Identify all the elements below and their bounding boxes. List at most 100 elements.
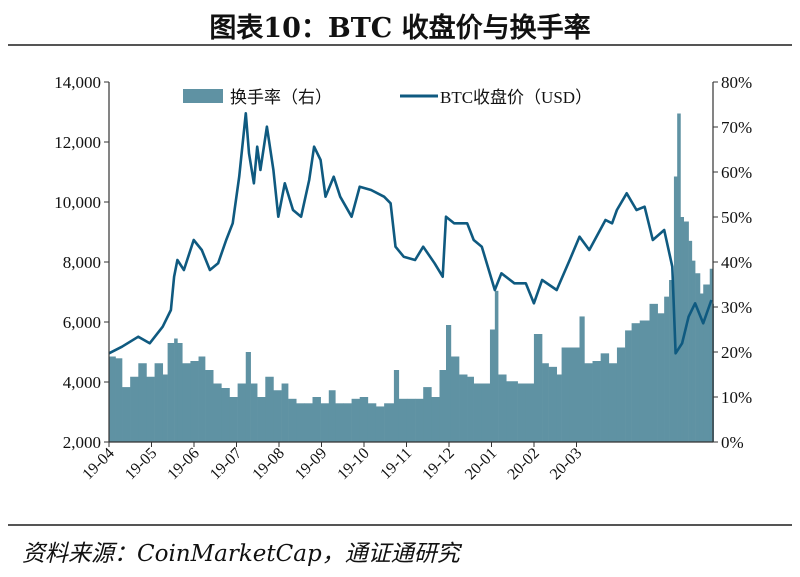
y-right-tick-label: 10% — [721, 388, 752, 407]
source-note: 资料来源：CoinMarketCap，通证通研究 — [22, 541, 460, 567]
turnover-bar — [245, 352, 251, 442]
x-tick-label: 20-02 — [504, 445, 542, 483]
y-right-tick-label: 0% — [721, 433, 744, 452]
turnover-bar — [384, 403, 395, 442]
turnover-bar — [167, 343, 175, 442]
turnover-bar — [439, 370, 447, 442]
price-line — [108, 112, 713, 355]
turnover-bar — [367, 403, 377, 442]
turnover-bar — [198, 356, 206, 442]
turnover-bar — [398, 398, 408, 442]
turnover-bar — [677, 113, 681, 442]
turnover-bar — [415, 398, 424, 442]
turnover-bar — [174, 338, 178, 442]
x-tick-label: 19-05 — [122, 445, 160, 483]
y-right-tick-label: 60% — [721, 163, 752, 182]
x-tick-label: 19-09 — [292, 445, 330, 483]
title-divider — [8, 44, 792, 46]
turnover-bar — [343, 403, 352, 442]
y-right-tick-label: 80% — [721, 73, 752, 92]
y-right-tick-label: 30% — [721, 298, 752, 317]
turnover-bar — [281, 383, 289, 442]
y-right-tick-label: 20% — [721, 343, 752, 362]
turnover-bar — [450, 356, 460, 442]
turnover-bar — [273, 390, 282, 442]
chart-plot: 2,000 4,000 6,000 8,000 10,000 12,000 14,000 0%… — [54, 73, 752, 483]
legend-label-price: BTC收盘价（USD） — [440, 88, 592, 107]
turnover-bar — [146, 376, 155, 442]
turnover-bar — [699, 293, 704, 442]
turnover-bar — [556, 374, 562, 442]
turnover-bar — [359, 397, 369, 442]
turnover-bar — [162, 374, 168, 442]
turnover-bar — [525, 383, 535, 442]
y-left-tick-label: 14,000 — [54, 73, 101, 92]
y-left-tick-label: 6,000 — [63, 313, 101, 332]
turnover-bar — [467, 376, 474, 442]
turnover-bar — [130, 376, 139, 442]
turnover-bar — [446, 325, 452, 442]
turnover-bar — [691, 260, 696, 442]
turnover-bar — [229, 397, 238, 442]
turnover-bar — [288, 398, 297, 442]
turnover-bar — [351, 398, 361, 442]
y-left-tick-label: 10,000 — [54, 193, 101, 212]
turnover-bar — [569, 347, 580, 442]
turnover-bar — [154, 363, 164, 442]
turnover-bar — [664, 296, 670, 442]
x-tick-label: 20-03 — [547, 445, 585, 483]
turnover-bar — [506, 381, 518, 442]
turnover-bar — [669, 280, 675, 442]
y-right-tick-label: 50% — [721, 208, 752, 227]
x-tick-label: 19-10 — [334, 445, 372, 483]
turnover-bar — [584, 363, 593, 442]
y-left-tick-label: 4,000 — [63, 373, 101, 392]
turnover-bar — [320, 403, 330, 442]
turnover-bar — [683, 221, 689, 442]
turnover-bar — [237, 383, 247, 442]
x-tick-label: 19-07 — [207, 445, 245, 483]
turnover-bar — [205, 370, 214, 442]
x-tick-label: 20-01 — [462, 445, 500, 483]
chart-title: 图表10：BTC 收盘价与换手率 — [209, 13, 591, 44]
turnover-bar — [138, 363, 147, 442]
turnover-bar — [250, 383, 258, 442]
turnover-bar — [221, 388, 230, 442]
x-tick-label: 19-06 — [164, 445, 202, 483]
legend-label-turnover: 换手率（右） — [230, 88, 332, 107]
y-right-tick-label: 70% — [721, 118, 752, 137]
turnover-bar — [481, 383, 491, 442]
turnover-bar — [393, 370, 400, 442]
turnover-bar — [494, 290, 499, 442]
legend: 换手率（右） BTC收盘价（USD） — [183, 88, 592, 107]
turnover-bar — [657, 313, 665, 442]
turnover-bar — [312, 397, 321, 442]
turnover-bar — [257, 397, 266, 442]
y-left-tick-label: 2,000 — [63, 433, 101, 452]
turnover-bar — [542, 363, 549, 442]
turnover-bar — [177, 343, 183, 442]
turnover-bar — [459, 374, 468, 442]
turnover-bar — [703, 284, 711, 442]
turnover-bar — [600, 353, 610, 442]
turnover-bar — [190, 361, 199, 442]
turnover-bar — [631, 323, 641, 442]
turnover-bar — [695, 273, 701, 442]
turnover-bar — [579, 316, 585, 442]
turnover-bar — [709, 268, 714, 442]
turnover-bar — [561, 347, 571, 442]
y-left-tick-label: 8,000 — [63, 253, 101, 272]
turnover-bar — [182, 363, 191, 442]
turnover-bar — [616, 347, 626, 442]
turnover-bar — [649, 303, 658, 442]
turnover-bar — [548, 366, 558, 442]
turnover-bar — [625, 330, 632, 442]
y-right-tick-label: 40% — [721, 253, 752, 272]
legend-swatch-turnover — [183, 89, 223, 103]
turnover-bar — [680, 217, 684, 442]
source-divider — [8, 524, 792, 526]
turnover-bar — [122, 387, 131, 442]
x-tick-label: 19-12 — [419, 445, 457, 483]
turnover-bar — [423, 387, 432, 442]
